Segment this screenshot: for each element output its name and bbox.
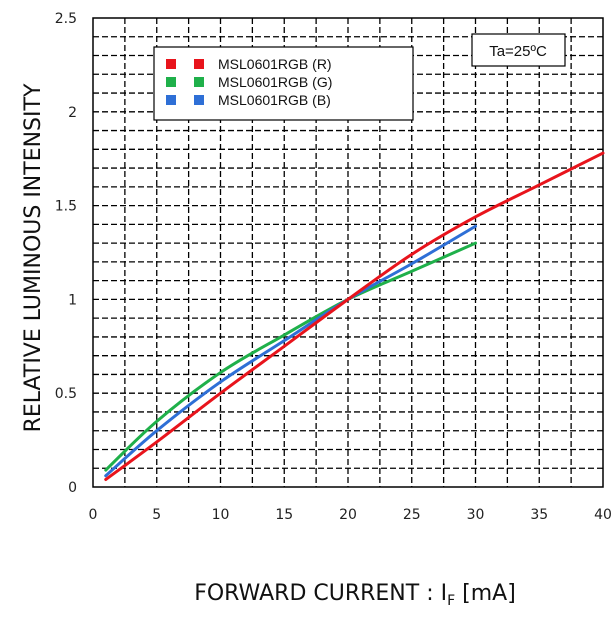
annotation-frame [471, 33, 566, 67]
series-line-0 [104, 151, 605, 481]
x-tick-label: 40 [594, 507, 612, 523]
x-axis-title-subscript: F [447, 593, 455, 609]
annotation-box: Ta=25ºC [471, 33, 566, 67]
x-axis-title: FORWARD CURRENT : IF [mA] [194, 581, 516, 609]
x-tick-label: 15 [275, 507, 293, 523]
x-tick-label: 5 [152, 507, 161, 523]
x-tick-label: 20 [339, 507, 357, 523]
y-axis-title: RELATIVE LUMINOUS INTENSITY [21, 83, 46, 432]
legend-items: MSL0601RGB (R) MSL0601RGB (G) MSL0601RGB (… [166, 56, 332, 108]
y-tick-label: 0 [68, 480, 77, 496]
x-axis-title-main: FORWARD CURRENT : I [194, 581, 447, 606]
legend-swatch [166, 95, 176, 105]
legend-swatch [166, 59, 176, 69]
legend-label: MSL0601RGB (R) [218, 56, 332, 72]
x-tick-labels: 0 5 10 15 20 25 30 35 40 [89, 507, 612, 523]
series-line-1 [104, 241, 477, 472]
y-tick-label: 0.5 [55, 386, 77, 402]
annotation-text: Ta=25ºC [489, 43, 547, 60]
y-tick-label: 2 [68, 105, 77, 121]
legend: MSL0601RGB (R) MSL0601RGB (G) MSL0601RGB (… [153, 46, 414, 121]
legend-swatch [166, 77, 176, 87]
x-axis-title-unit: [mA] [455, 581, 516, 606]
legend-label: MSL0601RGB (G) [218, 74, 332, 90]
series-line-2 [104, 224, 477, 478]
y-tick-label: 1.5 [55, 199, 77, 215]
x-tick-label: 10 [212, 507, 230, 523]
x-tick-label: 0 [89, 507, 98, 523]
vertical-gridlines [124, 18, 572, 487]
x-tick-label: 35 [530, 507, 548, 523]
y-tick-labels: 0 0.5 1 1.5 2 2.5 [55, 11, 77, 496]
y-tick-label: 2.5 [55, 11, 77, 27]
plot-frame [92, 17, 604, 488]
legend-label: MSL0601RGB (B) [218, 92, 331, 108]
legend-swatch [194, 59, 204, 69]
y-tick-label: 1 [68, 292, 77, 308]
legend-swatch [194, 95, 204, 105]
legend-swatch [194, 77, 204, 87]
x-tick-label: 25 [403, 507, 421, 523]
x-tick-label: 30 [467, 507, 485, 523]
series-layer [104, 151, 605, 481]
